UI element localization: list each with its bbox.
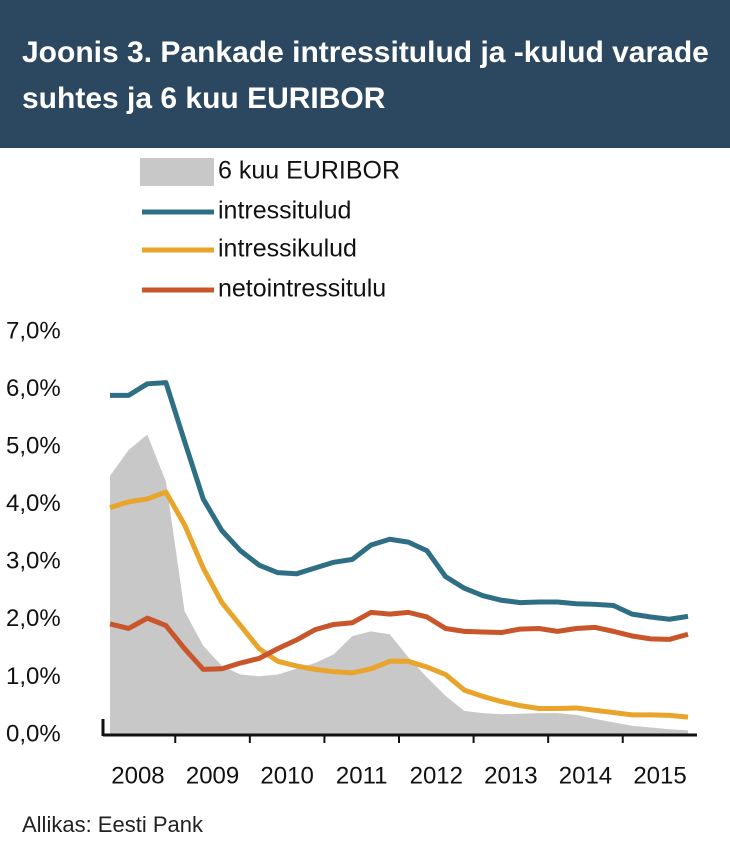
x-tick-label: 2012: [410, 762, 463, 789]
y-tick-label: 0,0%: [6, 720, 61, 747]
x-tick-label: 2014: [559, 762, 612, 789]
x-tick-label: 2013: [484, 762, 537, 789]
legend-label: netointressitulu: [218, 275, 386, 303]
x-tick-label: 2011: [336, 762, 388, 789]
y-tick-label: 6,0%: [6, 375, 61, 402]
x-tick-label: 2008: [111, 762, 164, 789]
chart: Allikas: Eesti Pank 0,0% 1,0% 2,0% 3,0% 4,0%…: [6, 157, 697, 837]
y-tick-label: 4,0%: [6, 490, 61, 517]
header: Joonis 3. Pankade intressitulud ja -kulu…: [0, 0, 730, 148]
y-tick-label: 7,0%: [6, 317, 61, 344]
line: [109, 609, 689, 672]
area: [110, 434, 688, 735]
source: Allikas: Eesti Pank: [22, 812, 204, 837]
legend-label: intressikulud: [218, 235, 357, 263]
y-tick-label: 5,0%: [6, 432, 61, 459]
legend-swatch: [140, 158, 214, 186]
y-tick-label: 2,0%: [6, 605, 61, 632]
x-tick-label: 2010: [260, 762, 313, 789]
line: [110, 380, 689, 622]
legend-label: 6 kuu EURIBOR: [218, 157, 400, 185]
y-tick-label: 3,0%: [6, 548, 61, 575]
x-tick-label: 2009: [186, 762, 239, 789]
legend-label: intressitulud: [218, 197, 351, 225]
line: [109, 489, 689, 720]
y-tick-label: 1,0%: [6, 663, 61, 690]
chart-title: Joonis 3. Pankade intressitulud ja -kulu…: [22, 36, 709, 115]
x-tick-label: 2015: [633, 762, 686, 789]
